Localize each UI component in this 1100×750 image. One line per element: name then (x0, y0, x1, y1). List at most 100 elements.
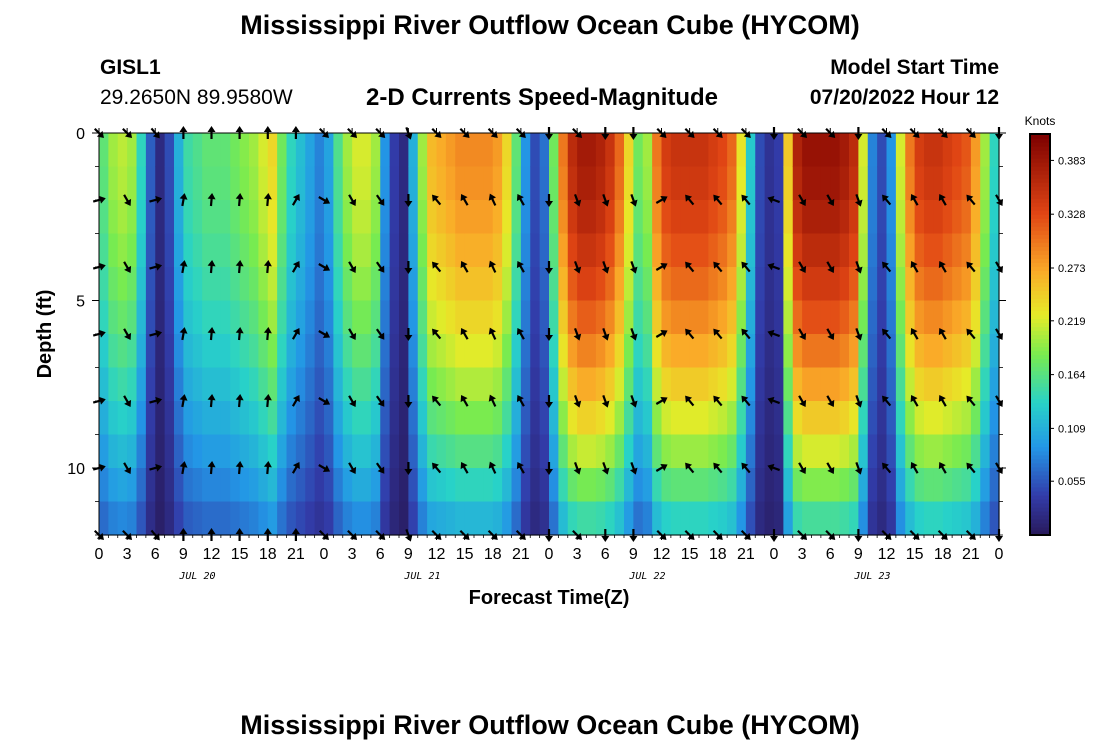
heatmap-cell (164, 300, 175, 335)
heatmap-cell (895, 501, 906, 536)
current-arrow (741, 395, 751, 407)
heatmap-cell (914, 133, 925, 168)
colorbar-swatch (1030, 166, 1050, 171)
heatmap-cell (952, 267, 963, 302)
heatmap-cell (567, 334, 578, 369)
heatmap-cell (764, 133, 775, 168)
heatmap-cell (164, 166, 175, 201)
current-arrow (629, 394, 638, 408)
current-arrow (938, 327, 947, 340)
colorbar-swatch (1030, 510, 1050, 516)
heatmap-cell (136, 233, 147, 268)
current-arrow (263, 461, 272, 475)
heatmap-cell (380, 300, 391, 335)
heatmap-cell (858, 367, 869, 402)
heatmap-cell (792, 200, 803, 235)
heatmap-cell (436, 401, 447, 436)
current-arrow (826, 328, 835, 341)
heatmap-cell (211, 401, 222, 436)
heatmap-cell (352, 334, 363, 369)
heatmap-cell (539, 166, 550, 201)
heatmap-cell (455, 166, 466, 201)
heatmap-cell (417, 501, 428, 536)
heatmap-cell (877, 334, 888, 369)
heatmap-cell (905, 468, 916, 503)
heatmap-cell (924, 334, 934, 369)
heatmap-cell (202, 401, 213, 436)
colorbar-tick-label: 0.383 (1058, 155, 1086, 167)
heatmap-cell (380, 367, 391, 402)
heatmap-cell (417, 233, 428, 268)
heatmap-cell (511, 434, 522, 469)
heatmap-cell (970, 468, 981, 503)
current-arrow (854, 327, 863, 341)
heatmap-cell (267, 501, 278, 536)
heatmap-cell (408, 468, 419, 503)
heatmap-cell (211, 434, 222, 469)
heatmap-cell (342, 434, 353, 469)
heatmap-cell (708, 200, 719, 235)
heatmap-cell (970, 267, 981, 302)
current-arrow (404, 462, 413, 475)
heatmap-cell (108, 133, 119, 168)
heatmap-cell (802, 200, 813, 235)
current-arrow (460, 193, 469, 206)
heatmap-cell (342, 300, 353, 335)
heatmap-cell (961, 300, 972, 335)
colorbar-swatch (1030, 294, 1050, 300)
colorbar-swatch (1030, 442, 1050, 448)
heatmap-cell (849, 434, 859, 469)
heatmap-cell (389, 233, 400, 268)
station-id: GISL1 (100, 56, 161, 79)
heatmap-cell (549, 334, 559, 369)
heatmap-cell (820, 401, 831, 436)
heatmap-cell (230, 401, 241, 436)
colorbar-swatch (1030, 378, 1050, 384)
heatmap-cell (745, 468, 756, 503)
current-arrow (910, 193, 919, 206)
heatmap-cell (436, 334, 447, 369)
heatmap-cell (192, 300, 203, 335)
heatmap-cell (239, 267, 250, 302)
heatmap-cell (924, 468, 934, 503)
heatmap-cell (708, 166, 719, 201)
heatmap-cell (455, 200, 466, 235)
heatmap-cell (549, 501, 559, 536)
current-arrow (655, 397, 668, 405)
heatmap-cell (895, 233, 906, 268)
heatmap-cell (727, 200, 738, 235)
heatmap-cell (605, 434, 616, 469)
colorbar-swatch (1030, 386, 1050, 392)
heatmap-cell (642, 367, 653, 402)
heatmap-cell (164, 401, 175, 436)
heatmap-cell (427, 233, 438, 268)
colorbar-tick-label: 0.109 (1058, 423, 1086, 435)
current-arrow (798, 462, 807, 475)
heatmap-cell (136, 367, 147, 402)
heatmap-cell (567, 300, 578, 335)
heatmap-cell (455, 367, 466, 402)
heatmap-cell (549, 233, 559, 268)
heatmap-cell (436, 233, 447, 268)
heatmap-cell (952, 334, 963, 369)
heatmap-cell (202, 133, 213, 168)
colorbar-swatch (1030, 214, 1050, 219)
heatmap-cell (333, 434, 344, 469)
heatmap-cell (239, 133, 250, 168)
heatmap-cell (295, 367, 306, 402)
heatmap-cell (174, 434, 184, 469)
heatmap-cell (764, 300, 775, 335)
current-arrow (854, 394, 863, 408)
heatmap-cell (661, 401, 672, 436)
heatmap-cell (914, 166, 925, 201)
heatmap-cell (802, 367, 813, 402)
heatmap-cell (399, 434, 409, 469)
heatmap-cell (595, 334, 606, 369)
heatmap-cell (736, 334, 747, 369)
heatmap-cell (277, 133, 288, 168)
colorbar-swatch (1030, 230, 1050, 235)
heatmap-cell (286, 401, 297, 436)
heatmap-cell (642, 166, 653, 201)
heatmap-cell (99, 233, 109, 268)
